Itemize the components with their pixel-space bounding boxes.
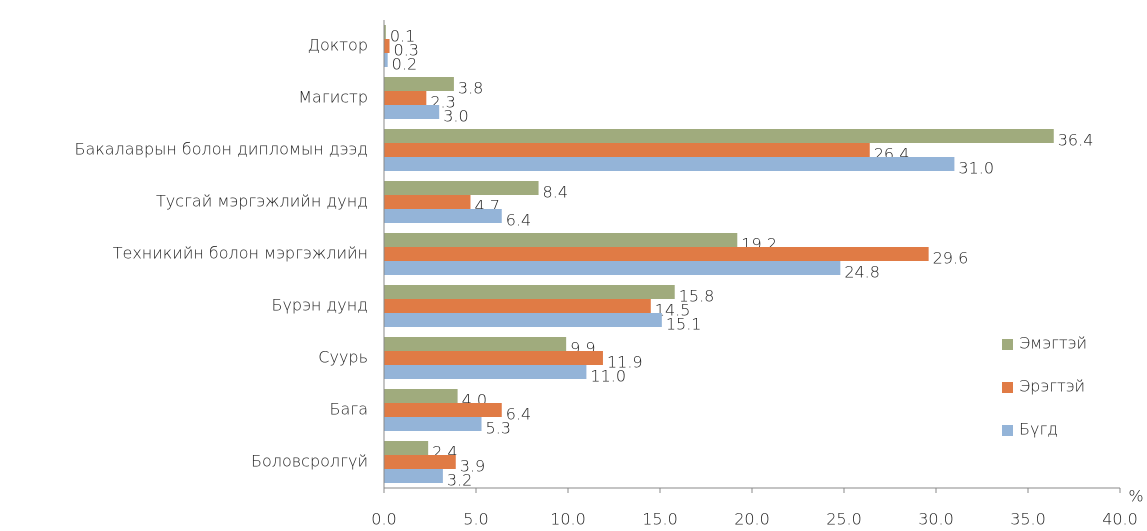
- y-tick-label: Тусгай мэргэжлийн дунд: [156, 192, 368, 211]
- bar: [384, 25, 386, 39]
- y-tick-label: Доктор: [308, 36, 368, 55]
- bar: [384, 143, 870, 157]
- data-label: 3.9: [460, 457, 485, 476]
- legend-swatch: [1002, 339, 1013, 350]
- y-tick-label: Бакалаврын болон дипломын дээд: [74, 140, 368, 159]
- data-label: 29.6: [933, 249, 969, 268]
- data-label: 6.4: [506, 211, 531, 230]
- legend-label: Бүгд: [1019, 420, 1058, 439]
- bar: [384, 91, 427, 105]
- bar: [384, 39, 390, 53]
- bar: [384, 313, 662, 327]
- y-tick-label: Бүрэн дунд: [271, 296, 368, 315]
- data-label: 3.2: [447, 471, 472, 490]
- x-tick-label: 10.0: [550, 510, 586, 529]
- legend-swatch: [1002, 425, 1013, 436]
- bar: [384, 53, 388, 67]
- bar: [384, 129, 1054, 143]
- x-tick-label: 30.0: [918, 510, 954, 529]
- bar: [384, 261, 841, 275]
- x-tick-label: 25.0: [826, 510, 862, 529]
- bar: [384, 403, 502, 417]
- y-tick-label: Суурь: [318, 348, 368, 367]
- legend-swatch: [1002, 382, 1013, 393]
- bar: [384, 285, 675, 299]
- bar: [384, 441, 429, 455]
- y-tick-label: Магистр: [298, 88, 368, 107]
- x-tick-label: 0.0: [371, 510, 396, 529]
- x-unit: %: [1128, 487, 1143, 506]
- bar: [384, 299, 651, 313]
- y-tick-label: Бага: [330, 400, 368, 419]
- bar: [384, 195, 471, 209]
- data-label: 36.4: [1058, 131, 1094, 150]
- data-label: 5.3: [486, 419, 511, 438]
- data-label: 0.2: [392, 55, 417, 74]
- bar: [384, 469, 443, 483]
- legend-label: Эмэгтэй: [1019, 334, 1087, 353]
- bar: [384, 337, 567, 351]
- data-label: 31.0: [958, 159, 994, 178]
- bar: [384, 157, 955, 171]
- bar: [384, 233, 738, 247]
- x-tick-label: 35.0: [1010, 510, 1046, 529]
- data-label: 8.4: [543, 183, 568, 202]
- y-tick-label: Техникийн болон мэргэжлийн: [113, 244, 368, 263]
- x-tick-label: 20.0: [734, 510, 770, 529]
- bar: [384, 365, 587, 379]
- data-label: 11.9: [607, 353, 643, 372]
- data-label: 0.1: [390, 27, 415, 46]
- bar: [384, 209, 502, 223]
- bar: [384, 77, 454, 91]
- data-label: 3.0: [443, 107, 468, 126]
- bar: [384, 105, 440, 119]
- data-label: 11.0: [590, 367, 626, 386]
- data-label: 15.8: [679, 287, 715, 306]
- bar: [384, 351, 603, 365]
- x-tick-label: 5.0: [463, 510, 488, 529]
- bar: [384, 247, 929, 261]
- data-label: 15.1: [666, 315, 702, 334]
- bar: [384, 455, 456, 469]
- bar: [384, 389, 458, 403]
- y-tick-label: Боловсролгүй: [251, 452, 368, 471]
- data-label: 0.3: [394, 41, 419, 60]
- bar: [384, 181, 539, 195]
- legend-label: Эрэгтэй: [1019, 377, 1085, 396]
- x-tick-label: 15.0: [642, 510, 678, 529]
- bar: [384, 417, 482, 431]
- x-tick-label: 40.0: [1102, 510, 1138, 529]
- data-label: 24.8: [844, 263, 880, 282]
- data-label: 14.5: [655, 301, 691, 320]
- data-label: 6.4: [506, 405, 531, 424]
- data-label: 3.8: [458, 79, 483, 98]
